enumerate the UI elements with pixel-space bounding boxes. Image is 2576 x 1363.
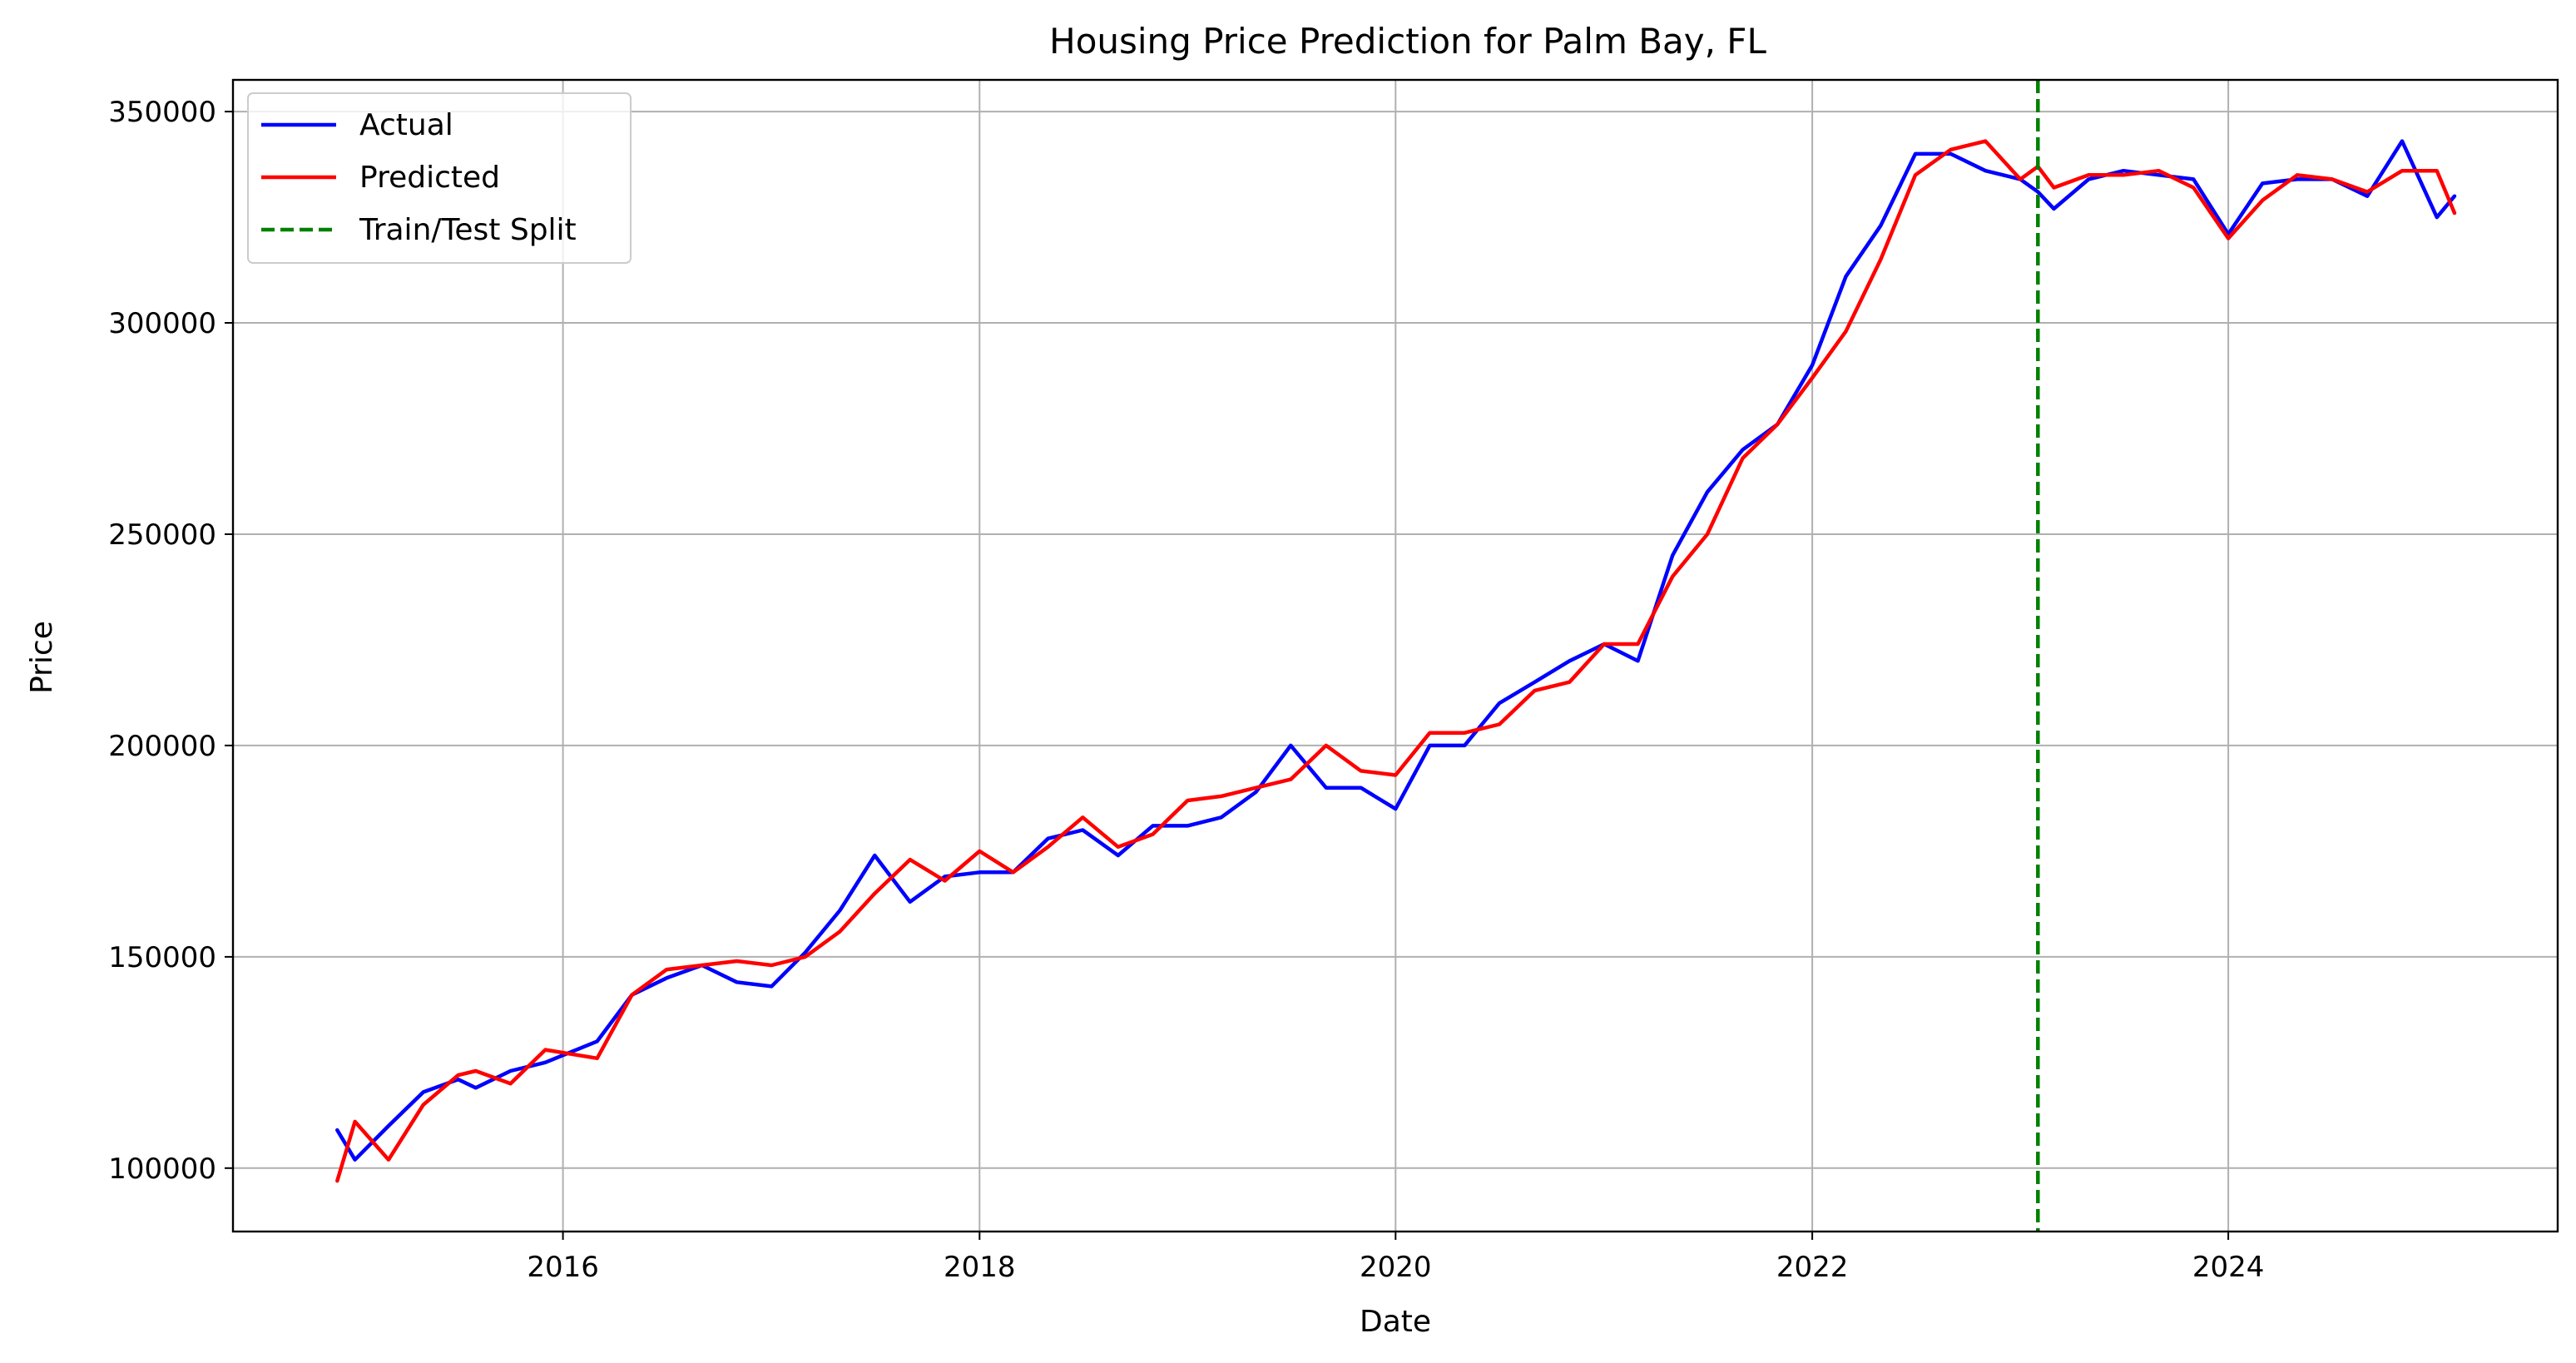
legend-label: Predicted	[359, 161, 500, 195]
y-tick-label: 300000	[108, 307, 216, 340]
chart-title: Housing Price Prediction for Palm Bay, F…	[1049, 21, 1766, 62]
y-tick-label: 100000	[108, 1152, 216, 1186]
legend-frame	[247, 92, 632, 264]
legend-label: Actual	[359, 108, 453, 142]
y-tick-label: 150000	[108, 941, 216, 974]
x-tick-label: 2016	[527, 1251, 599, 1284]
x-axis-ticks: 2016 2018 2020 2022 2024	[527, 1232, 2264, 1284]
y-axis-label: Price	[25, 621, 59, 694]
y-axis-ticks: 100000 150000 200000 250000 300000 350000	[108, 96, 233, 1186]
y-tick-label: 250000	[108, 518, 216, 552]
legend-label: Train/Test Split	[359, 213, 577, 247]
series-points-actual	[337, 141, 2455, 1160]
x-axis-label: Date	[1360, 1305, 1431, 1339]
series-points-predicted	[337, 141, 2455, 1182]
x-tick-label: 2022	[1776, 1251, 1849, 1284]
y-tick-label: 350000	[108, 96, 216, 129]
x-tick-label: 2024	[2192, 1251, 2265, 1284]
legend: Actual Predicted Train/Test Split	[247, 92, 632, 264]
y-tick-label: 200000	[108, 730, 216, 763]
grid-lines	[233, 80, 2558, 1232]
series-line-predicted	[335, 139, 2457, 1183]
series-lines	[335, 139, 2457, 1183]
x-tick-label: 2018	[944, 1251, 1016, 1284]
x-tick-label: 2020	[1360, 1251, 1432, 1284]
